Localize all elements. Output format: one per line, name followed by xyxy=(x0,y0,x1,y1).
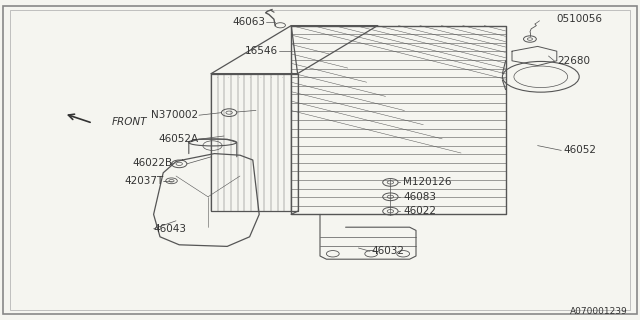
Text: 46032: 46032 xyxy=(371,246,404,256)
Text: 0510056: 0510056 xyxy=(557,14,603,24)
Text: N370002: N370002 xyxy=(151,110,198,120)
Text: 46063: 46063 xyxy=(232,17,266,28)
Text: 42037T: 42037T xyxy=(124,176,163,186)
Text: 46022B: 46022B xyxy=(132,158,173,168)
Text: 16546: 16546 xyxy=(245,46,278,56)
Text: FRONT: FRONT xyxy=(112,116,147,127)
Text: A070001239: A070001239 xyxy=(570,308,627,316)
Text: 46022: 46022 xyxy=(403,206,436,216)
Text: 46083: 46083 xyxy=(403,192,436,202)
Text: 46052A: 46052A xyxy=(158,134,198,144)
Text: M120126: M120126 xyxy=(403,177,452,188)
Text: 22680: 22680 xyxy=(557,56,590,66)
Text: 46052: 46052 xyxy=(563,145,596,156)
Text: 46043: 46043 xyxy=(154,224,187,234)
